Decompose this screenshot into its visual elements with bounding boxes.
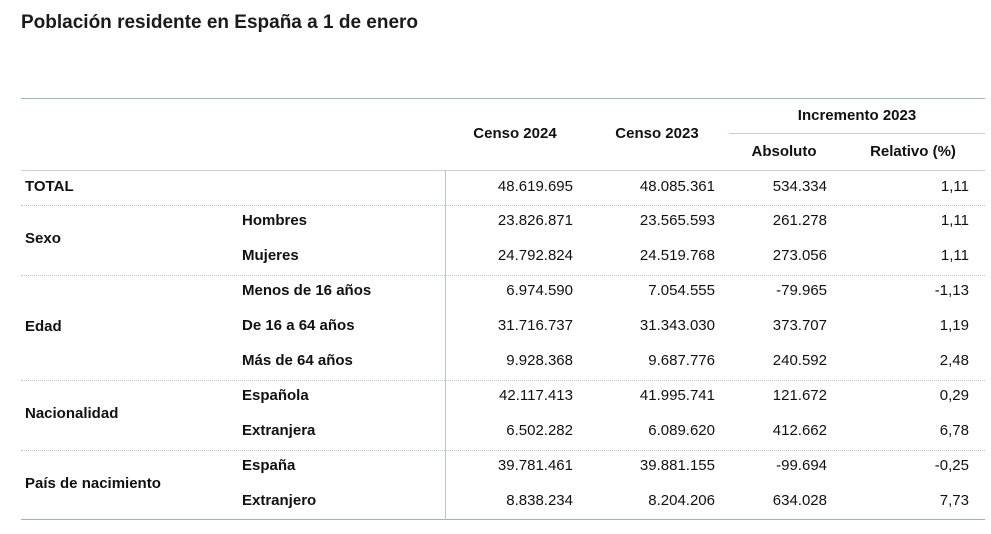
row-label: España	[242, 457, 296, 474]
row-relativo: 1,19	[939, 317, 969, 334]
row-censo-2023: 24.519.768	[639, 247, 715, 264]
row-relativo: 1,11	[940, 247, 969, 264]
row-censo-2024: 39.781.461	[497, 457, 573, 474]
row-absoluto: 121.672	[772, 387, 827, 404]
total-censo-2024: 48.619.695	[497, 178, 573, 195]
row-censo-2024: 24.792.824	[497, 247, 573, 264]
row-relativo: 1,11	[940, 212, 969, 229]
row-absoluto: 261.278	[772, 212, 827, 229]
row-censo-2023: 41.995.741	[639, 387, 715, 404]
row-relativo: 0,29	[939, 387, 969, 404]
row-censo-2023: 31.343.030	[639, 317, 715, 334]
row-divider	[21, 205, 985, 206]
row-relativo: -0,25	[934, 457, 969, 474]
header-relativo: Relativo (%)	[870, 143, 956, 160]
group-label-sexo: Sexo	[25, 230, 61, 247]
column-divider	[445, 170, 446, 520]
row-censo-2024: 42.117.413	[499, 387, 573, 404]
row-label: Hombres	[242, 212, 308, 229]
row-censo-2023: 39.881.155	[639, 457, 715, 474]
row-label: Más de 64 años	[242, 352, 353, 369]
population-table: Censo 2024 Censo 2023 Incremento 2023 Absol…	[21, 98, 985, 520]
total-relativo: 1,11	[940, 178, 969, 195]
row-absoluto: 412.662	[772, 422, 827, 439]
header-censo-2023: Censo 2023	[615, 125, 699, 142]
row-relativo: 6,78	[939, 422, 969, 439]
row-absoluto: 634.028	[772, 492, 827, 509]
group-label-nacionalidad: Nacionalidad	[25, 405, 119, 422]
group-label-edad: Edad	[25, 317, 62, 335]
row-censo-2024: 9.928.368	[506, 352, 573, 369]
row-censo-2024: 6.974.590	[506, 282, 573, 299]
header-absoluto: Absoluto	[751, 143, 817, 160]
row-censo-2023: 8.204.206	[648, 492, 715, 509]
group-divider	[21, 275, 985, 276]
row-label: Española	[242, 387, 309, 404]
row-censo-2023: 23.565.593	[639, 212, 715, 229]
row-label: Extranjera	[242, 422, 316, 439]
row-censo-2024: 8.838.234	[506, 492, 573, 509]
row-censo-2024: 6.502.282	[506, 422, 573, 439]
row-absoluto: 373.707	[772, 317, 827, 334]
header-censo-2024: Censo 2024	[473, 125, 557, 142]
group-label-país-de-nacimiento: País de nacimiento	[25, 475, 161, 492]
row-censo-2023: 9.687.776	[648, 352, 715, 369]
row-censo-2023: 6.089.620	[648, 422, 715, 439]
row-censo-2024: 23.826.871	[497, 212, 573, 229]
row-absoluto: -99.694	[776, 457, 827, 474]
row-censo-2023: 7.054.555	[648, 282, 715, 299]
row-absoluto: 273.056	[772, 247, 827, 264]
row-censo-2024: 31.716.737	[497, 317, 573, 334]
row-relativo: 2,48	[939, 352, 969, 369]
row-absoluto: -79.965	[776, 282, 827, 299]
header-incremento: Incremento 2023	[797, 107, 917, 124]
total-censo-2023: 48.085.361	[639, 178, 715, 195]
page-title: Población residente en España a 1 de ene…	[21, 12, 419, 33]
header-incremento-divider	[729, 133, 985, 134]
row-label: Menos de 16 años	[242, 282, 372, 299]
row-label: De 16 a 64 años	[242, 317, 355, 334]
total-label: TOTAL	[25, 178, 74, 195]
row-absoluto: 240.592	[772, 352, 827, 369]
row-label: Mujeres	[242, 247, 299, 264]
total-absoluto: 534.334	[772, 178, 827, 195]
row-label: Extranjero	[242, 492, 317, 509]
group-divider	[21, 450, 985, 451]
group-divider	[21, 380, 985, 381]
header-bottom-rule	[21, 170, 985, 171]
row-relativo: 7,73	[939, 492, 969, 509]
row-relativo: -1,13	[934, 282, 969, 299]
